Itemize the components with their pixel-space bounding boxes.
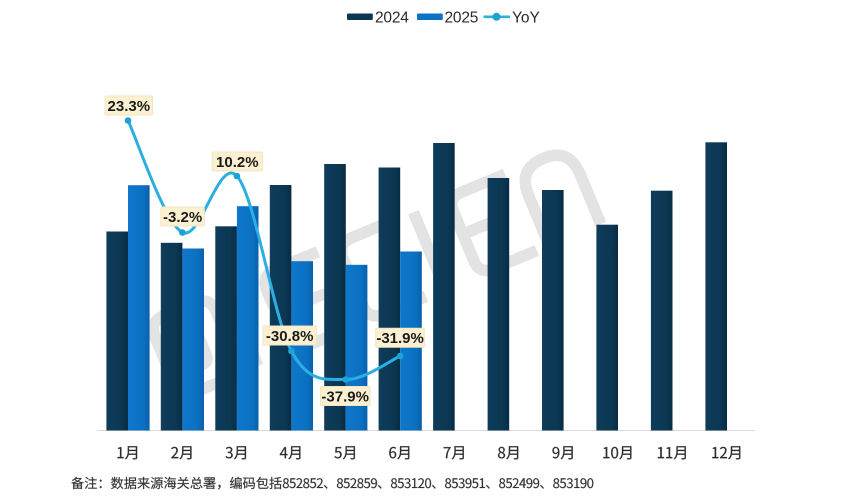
svg-text:2025: 2025 bbox=[445, 9, 479, 26]
svg-text:10.2%: 10.2% bbox=[216, 154, 259, 171]
svg-text:23.3%: 23.3% bbox=[108, 98, 151, 115]
svg-text:YoY: YoY bbox=[512, 9, 540, 26]
svg-text:-37.9%: -37.9% bbox=[321, 388, 369, 405]
svg-text:-30.8%: -30.8% bbox=[266, 328, 314, 345]
svg-text:-31.9%: -31.9% bbox=[376, 330, 424, 347]
svg-text:-3.2%: -3.2% bbox=[163, 209, 202, 226]
svg-text:2024: 2024 bbox=[375, 9, 409, 26]
